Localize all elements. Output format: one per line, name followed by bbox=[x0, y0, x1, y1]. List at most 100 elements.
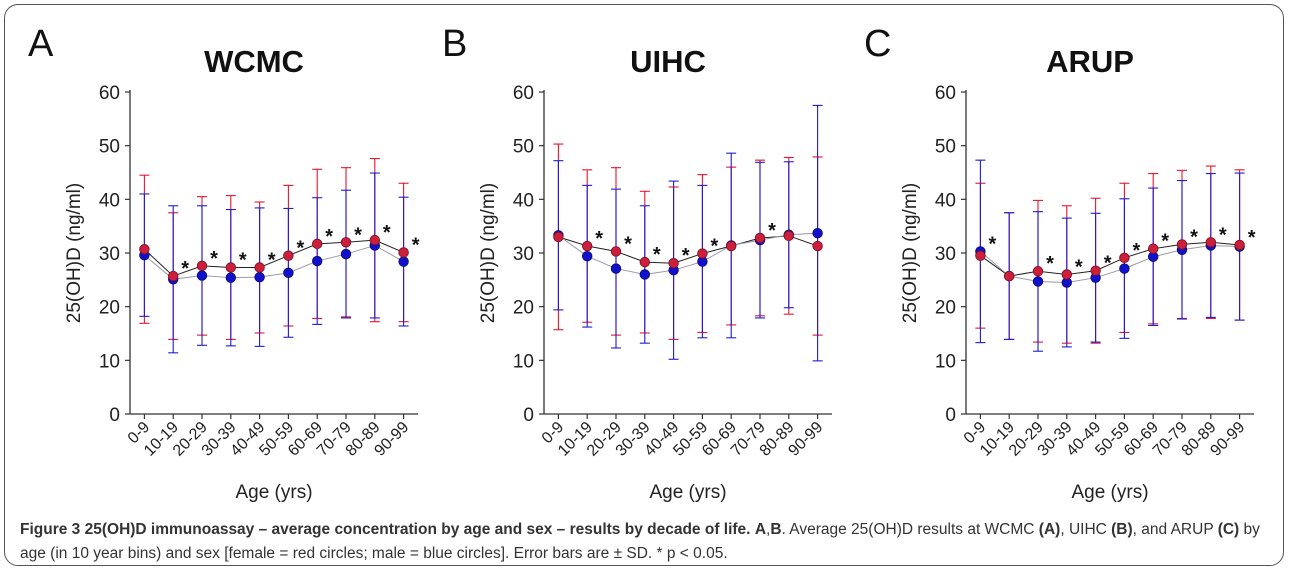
significance-star: * bbox=[1219, 224, 1227, 246]
x-axis-label: Age (yrs) bbox=[1071, 482, 1148, 503]
y-tick-label: 40 bbox=[99, 190, 120, 211]
series-line bbox=[144, 239, 404, 277]
data-point bbox=[254, 271, 265, 283]
data-point bbox=[312, 238, 323, 250]
significance-star: * bbox=[989, 233, 997, 255]
series-line bbox=[144, 244, 404, 280]
data-point bbox=[610, 263, 622, 274]
y-tick-label: 30 bbox=[99, 244, 120, 265]
data-point bbox=[975, 250, 986, 261]
y-tick-label: 30 bbox=[935, 244, 956, 265]
significance-star: * bbox=[1133, 240, 1141, 262]
y-tick-label: 0 bbox=[109, 405, 120, 426]
data-point bbox=[812, 227, 823, 239]
data-point bbox=[398, 256, 409, 267]
data-point bbox=[340, 248, 352, 260]
data-point bbox=[340, 237, 352, 248]
caption-body-3: , and ARUP bbox=[1132, 521, 1218, 538]
significance-star: * bbox=[653, 244, 661, 266]
data-point bbox=[398, 247, 409, 258]
significance-star: * bbox=[624, 233, 632, 255]
y-axis-label: 25(OH)D (ng/ml) bbox=[64, 183, 85, 323]
data-point bbox=[553, 231, 564, 243]
series-line bbox=[980, 244, 1240, 284]
data-point bbox=[312, 255, 323, 267]
significance-star: * bbox=[268, 249, 276, 271]
significance-star: * bbox=[239, 249, 247, 271]
caption-label: Figure 3 bbox=[20, 521, 81, 538]
data-point bbox=[639, 269, 651, 280]
data-point bbox=[225, 272, 237, 283]
significance-star: * bbox=[1104, 253, 1112, 275]
y-tick-label: 60 bbox=[513, 83, 534, 104]
data-point bbox=[582, 240, 593, 252]
y-tick-label: 10 bbox=[513, 351, 534, 372]
chart-title: ARUP bbox=[1046, 44, 1134, 79]
series-line bbox=[558, 232, 818, 275]
data-point bbox=[754, 232, 766, 244]
significance-star: * bbox=[354, 224, 362, 246]
caption-title: 25(OH)D immunoassay – average concentrat… bbox=[84, 521, 751, 538]
data-point bbox=[1176, 239, 1188, 250]
data-point bbox=[1032, 276, 1044, 287]
significance-star: * bbox=[682, 245, 690, 267]
y-axis-label: 25(OH)D (ng/ml) bbox=[478, 183, 499, 323]
y-tick-label: 40 bbox=[935, 190, 956, 211]
significance-star: * bbox=[412, 234, 420, 256]
series-line bbox=[558, 235, 818, 264]
significance-star: * bbox=[768, 220, 776, 242]
data-point bbox=[639, 256, 651, 268]
x-axis-label: Age (yrs) bbox=[649, 482, 726, 503]
y-axis-label: 25(OH)D (ng/ml) bbox=[900, 183, 921, 323]
data-point bbox=[1234, 239, 1245, 251]
data-point bbox=[1147, 243, 1159, 254]
data-point bbox=[783, 230, 795, 242]
data-point bbox=[1119, 263, 1130, 274]
caption-body-1: . Average 25(OH)D results at WCMC bbox=[781, 521, 1039, 538]
caption-panel-ref-a: A bbox=[754, 521, 767, 538]
significance-star: * bbox=[711, 236, 719, 258]
data-point bbox=[1205, 237, 1217, 248]
y-tick-label: 50 bbox=[513, 137, 534, 158]
significance-star: * bbox=[1046, 253, 1054, 275]
data-point bbox=[1090, 265, 1101, 276]
data-point bbox=[283, 267, 294, 279]
significance-star: * bbox=[1075, 256, 1083, 278]
significance-star: * bbox=[297, 238, 305, 260]
data-point bbox=[610, 246, 622, 257]
significance-star: * bbox=[595, 228, 603, 250]
data-point bbox=[167, 270, 179, 282]
data-point bbox=[283, 250, 294, 261]
y-tick-label: 20 bbox=[935, 298, 956, 319]
significance-star: * bbox=[1190, 226, 1198, 248]
data-point bbox=[726, 240, 737, 252]
caption-ref-b: (B) bbox=[1111, 521, 1133, 538]
data-point bbox=[1061, 269, 1073, 280]
data-point bbox=[196, 270, 208, 281]
significance-star: * bbox=[181, 258, 189, 280]
y-tick-label: 20 bbox=[513, 298, 534, 319]
x-axis-label: Age (yrs) bbox=[235, 482, 312, 503]
figure-caption: Figure 3 25(OH)D immunoassay – average c… bbox=[20, 518, 1270, 566]
y-tick-label: 0 bbox=[945, 405, 956, 426]
y-tick-label: 20 bbox=[99, 298, 120, 319]
y-tick-label: 60 bbox=[99, 83, 120, 104]
caption-ref-c: (C) bbox=[1217, 521, 1240, 538]
chart-title: WCMC bbox=[204, 44, 304, 79]
y-tick-label: 0 bbox=[523, 405, 534, 426]
data-point bbox=[369, 234, 381, 246]
panel-letter: A bbox=[28, 23, 54, 65]
data-point bbox=[812, 240, 823, 252]
y-tick-label: 10 bbox=[99, 351, 120, 372]
data-point bbox=[254, 262, 265, 273]
data-point bbox=[582, 251, 593, 262]
significance-star: * bbox=[210, 248, 218, 270]
y-tick-label: 30 bbox=[513, 244, 534, 265]
data-point bbox=[1032, 266, 1044, 277]
significance-star: * bbox=[1161, 231, 1169, 253]
series-line bbox=[980, 241, 1240, 277]
